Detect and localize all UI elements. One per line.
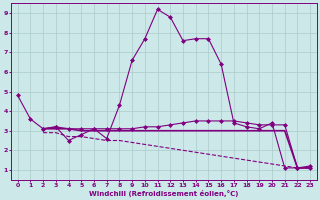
X-axis label: Windchill (Refroidissement éolien,°C): Windchill (Refroidissement éolien,°C): [89, 190, 239, 197]
